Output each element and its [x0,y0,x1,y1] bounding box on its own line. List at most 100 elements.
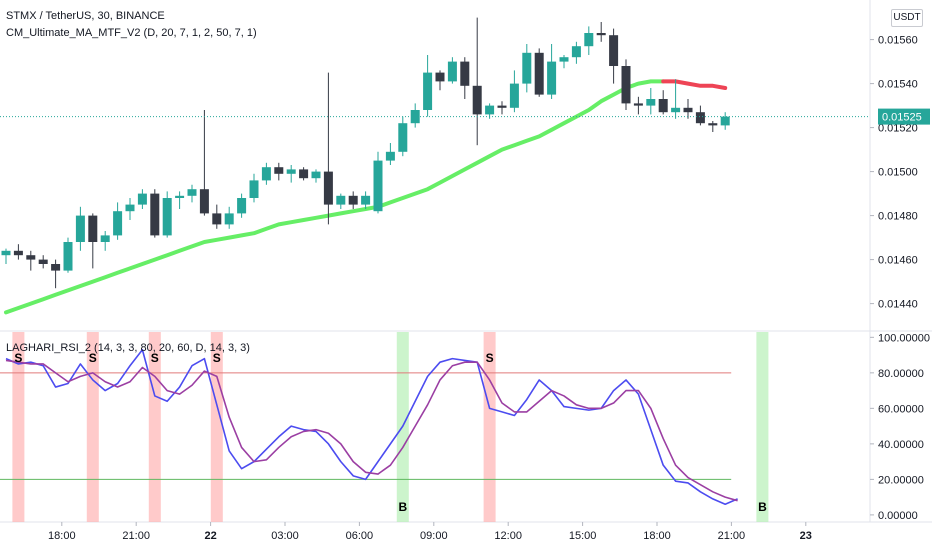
candle-body-up [187,189,197,196]
rsi-d-line [5,359,738,502]
time-axis: 18:00 21:00 22 03:00 06:00 09:00 12:00 15:00 18:… [48,522,812,542]
candle-body-up [1,250,11,256]
candle-body-down [13,250,23,256]
sell-signal-label: S [14,351,22,365]
candle-body-down [212,213,222,225]
candle-body-down [534,52,544,95]
candle-body-down [497,105,507,108]
candle-body-up [162,198,172,236]
candle-body-up [584,33,594,47]
symbol-legend[interactable]: STMX / TetherUS, 30, BINANCE [6,10,165,22]
candle-body-down [460,61,470,86]
rsi-k-line [5,348,738,506]
rsi-tick-label: 60.00000 [878,403,924,415]
price-axis: 0.014400.014600.014800.015000.015200.015… [0,35,930,522]
signal-bands [12,332,769,522]
last-price-label: 0.01525 [882,112,922,124]
candle-body-down [695,112,705,124]
candle-body-down [621,66,631,104]
candle-body-down [51,264,61,271]
candle-body-down [435,72,445,82]
candle-body-up [571,46,581,58]
sell-band [12,332,25,522]
candle-body-down [658,99,668,113]
sell-band [483,332,496,522]
currency-button[interactable]: USDT [891,9,923,27]
time-tick-label: 21:00 [718,530,746,542]
moving-average-line [4,79,728,315]
candle-body-down [323,171,333,205]
candle-body-up [423,72,433,110]
candle-body-down [150,193,160,236]
candle-body-up [410,110,420,124]
price-tick-label: 0.01500 [878,167,918,179]
candle-body-up [175,195,185,198]
sell-signal-label: S [486,351,494,365]
candle-body-up [249,180,259,198]
time-tick-label: 03:00 [271,530,299,542]
candle-body-up [671,107,681,113]
rsi-tick-label: 40.00000 [878,439,924,451]
candlesticks [1,17,730,289]
time-tick-label: 09:00 [420,530,448,542]
time-tick-label: 22 [204,530,216,542]
sell-signal-label: S [151,351,159,365]
candle-body-down [609,35,619,66]
price-tick-label: 0.01560 [878,35,918,47]
time-tick-label: 21:00 [122,530,150,542]
candle-body-up [125,204,135,212]
candle-body-down [38,259,48,264]
candle-body-up [237,198,247,214]
candle-body-up [311,171,321,179]
candle-body-up [113,211,123,236]
price-tick-label: 0.01440 [878,299,918,311]
time-tick-label: 15:00 [569,530,597,542]
rsi-lines [5,348,738,506]
candle-body-up [137,193,147,205]
ma-line-up [4,79,666,315]
time-tick-label: 12:00 [494,530,522,542]
sell-band [86,332,99,522]
rsi-tick-label: 100.00000 [878,332,930,344]
candle-body-up [547,61,557,95]
buy-signal-label: B [758,500,767,514]
sell-signal-label: S [213,351,221,365]
candle-body-up [286,169,296,174]
time-tick-label: 23 [800,530,812,542]
candle-body-up [336,195,346,205]
ma-indicator-legend[interactable]: CM_Ultimate_MA_MTF_V2 (D, 20, 7, 1, 2, 5… [6,27,257,39]
candle-body-up [63,242,73,271]
candle-body-down [683,107,693,113]
candle-body-down [472,85,482,115]
price-tick-label: 0.01480 [878,211,918,223]
candle-body-up [261,167,271,181]
candle-body-up [75,215,85,242]
candle-body-up [100,235,110,242]
candle-body-up [559,57,569,62]
candle-body-up [373,160,383,212]
rsi-tick-label: 0.00000 [878,510,918,522]
candle-body-up [224,213,234,225]
candle-body-down [596,33,606,36]
candle-body-up [485,105,495,115]
candle-body-down [299,169,309,179]
last-price-tag [878,108,930,125]
candle-body-up [361,195,371,205]
ma-line-down [661,79,728,90]
candle-body-up [385,151,395,161]
candle-body-down [274,167,284,174]
rsi-indicator-legend[interactable]: LAGHARI_RSI_2 (14, 3, 3, 80, 20, 60, D, … [6,342,250,354]
price-tick-label: 0.01460 [878,255,918,267]
candle-body-down [708,123,718,126]
signal-labels: S S S S B S B [14,351,767,514]
sell-band [210,332,223,522]
price-tick-label: 0.01540 [878,79,918,91]
time-tick-label: 18:00 [643,530,671,542]
candle-body-up [398,123,408,152]
candle-body-up [509,83,519,108]
sell-signal-label: S [89,351,97,365]
candle-body-up [646,99,656,106]
time-tick-label: 06:00 [346,530,374,542]
price-tick-label: 0.01520 [878,123,918,135]
